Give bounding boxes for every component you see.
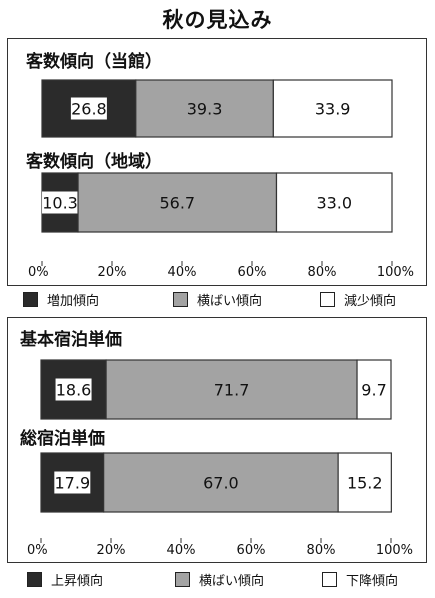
bar-segment bbox=[272, 79, 393, 138]
bar-segment bbox=[356, 359, 392, 420]
data-label: 33.9 bbox=[315, 100, 351, 119]
bar-segment bbox=[275, 172, 393, 233]
bar-segment bbox=[105, 359, 358, 420]
data-label: 18.6 bbox=[56, 381, 92, 400]
data-label: 10.3 bbox=[42, 194, 78, 213]
x-tick-label: 20% bbox=[97, 543, 126, 558]
x-tick-label: 100% bbox=[377, 265, 414, 280]
data-label-background bbox=[54, 471, 91, 494]
data-label: 67.0 bbox=[203, 474, 239, 493]
legend-swatch-white bbox=[320, 292, 335, 307]
category-label: 基本宿泊単価 bbox=[20, 330, 122, 350]
data-label-background bbox=[42, 191, 79, 214]
x-tick-label: 40% bbox=[168, 265, 197, 280]
data-label: 17.9 bbox=[55, 474, 91, 493]
legend-label: 減少傾向 bbox=[344, 294, 397, 309]
x-tick-label: 100% bbox=[376, 543, 413, 558]
x-tick-label: 60% bbox=[238, 265, 267, 280]
data-label: 15.2 bbox=[347, 474, 383, 493]
data-label: 71.7 bbox=[214, 381, 250, 400]
data-label-background bbox=[55, 378, 92, 401]
x-tick-label: 0% bbox=[28, 265, 49, 280]
x-tick-label: 60% bbox=[237, 543, 266, 558]
legend-label: 横ばい傾向 bbox=[199, 574, 265, 589]
data-label: 9.7 bbox=[361, 381, 386, 400]
chart-panel-guest-trend: 26.8 39.3 33.9 10.3 56.7 33.0 0% 20% 40% 60% 80% 10… bbox=[7, 38, 427, 286]
category-label: 総宿泊単価 bbox=[20, 429, 105, 449]
category-label: 客数傾向（当館） bbox=[26, 52, 162, 72]
data-label: 26.8 bbox=[71, 100, 107, 119]
chart-guest-trend: 26.8 39.3 33.9 10.3 56.7 33.0 0% 20% 40% 60% 80% 10… bbox=[28, 79, 414, 280]
data-label: 33.0 bbox=[316, 194, 352, 213]
data-label: 56.7 bbox=[159, 194, 195, 213]
x-tick-label: 40% bbox=[167, 543, 196, 558]
data-label: 39.3 bbox=[187, 100, 223, 119]
x-tick-label: 20% bbox=[98, 265, 127, 280]
legend-room-rate: 上昇傾向 横ばい傾向 下降傾向 bbox=[0, 569, 435, 591]
bar-segment bbox=[103, 452, 339, 513]
x-tick-label: 80% bbox=[307, 543, 336, 558]
bar-segment bbox=[77, 172, 278, 233]
page-title: 秋の見込み bbox=[162, 8, 273, 32]
x-tick-label: 80% bbox=[308, 265, 337, 280]
legend-guest-trend: 増加傾向 横ばい傾向 減少傾向 bbox=[0, 289, 435, 311]
data-label-background bbox=[70, 97, 107, 120]
bar-segment bbox=[337, 452, 392, 513]
legend-label: 下降傾向 bbox=[346, 574, 399, 589]
legend-swatch-white bbox=[322, 572, 337, 587]
category-label: 客数傾向（地域） bbox=[26, 152, 162, 172]
legend-label: 増加傾向 bbox=[47, 294, 100, 309]
legend-swatch-gray bbox=[173, 292, 188, 307]
legend-label: 上昇傾向 bbox=[51, 574, 104, 589]
legend-swatch-gray bbox=[175, 572, 190, 587]
chart-room-rate: 18.6 71.7 9.7 17.9 67.0 15.2 0% 20% 40% 60% 80% 100… bbox=[27, 359, 413, 558]
x-tick-label: 0% bbox=[27, 543, 48, 558]
chart-panel-room-rate: 18.6 71.7 9.7 17.9 67.0 15.2 0% 20% 40% 60% 80% 100… bbox=[7, 317, 427, 563]
legend-swatch-dark bbox=[27, 572, 42, 587]
legend-swatch-dark bbox=[23, 292, 38, 307]
legend-label: 横ばい傾向 bbox=[197, 294, 263, 309]
